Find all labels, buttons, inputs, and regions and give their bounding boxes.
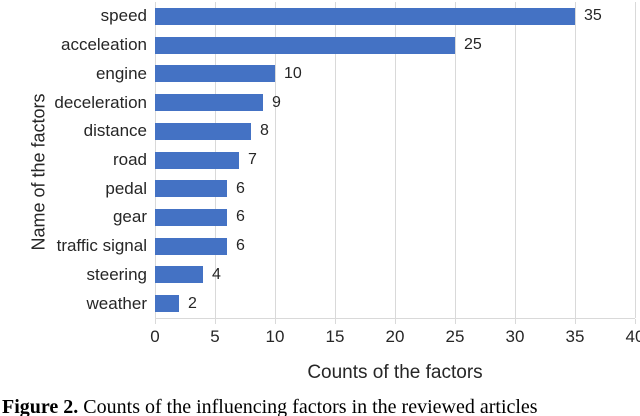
bar-value-distance: 8 [260,122,269,139]
gridline-x-15 [335,2,336,318]
axis-tick-x-10 [275,319,276,324]
category-label-traffic-signal: traffic signal [56,236,147,255]
bar-pedal [155,180,227,197]
category-label-steering: steering [86,265,147,284]
bar-acceleation [155,37,455,54]
bar-value-acceleation: 25 [464,36,482,53]
category-label-gear: gear [112,207,147,226]
category-label-road: road [112,150,147,169]
bar-distance [155,123,251,140]
bar-deceleration [155,94,263,111]
bar-gear [155,209,227,226]
bar-value-steering: 4 [212,266,221,283]
gridline-x-40 [635,2,636,318]
gridline-x-25 [455,2,456,318]
axis-tick-x-30 [515,319,516,324]
axis-tick-x-15 [335,319,336,324]
bar-value-speed: 35 [584,7,602,24]
x-tick-label-30: 30 [505,327,525,346]
gridline-x-35 [575,2,576,318]
gridline-x-30 [515,2,516,318]
x-axis-tick-labels: 0 5 10 15 20 25 30 35 40 [0,327,640,347]
x-tick-label-5: 5 [210,327,220,346]
bar-value-deceleration: 9 [272,94,281,111]
x-tick-label-20: 20 [385,327,405,346]
bar-value-pedal: 6 [236,180,245,197]
category-axis-labels: speed acceleation engine deceleration distan… [0,2,147,318]
category-label-pedal: pedal [105,179,147,198]
x-tick-label-35: 35 [565,327,585,346]
bar-value-gear: 6 [236,208,245,225]
bar-road [155,152,239,169]
axis-tick-x-25 [455,319,456,324]
x-tick-label-40: 40 [625,327,640,346]
category-label-weather: weather [86,294,147,313]
x-tick-label-15: 15 [325,327,345,346]
bar-value-engine: 10 [284,65,302,82]
figure-caption-label: Figure 2. [2,396,79,416]
category-label-acceleation: acceleation [60,35,147,54]
figure-caption-text: Counts of the influencing factors in the… [78,396,538,416]
bar-engine [155,65,275,82]
x-tick-label-10: 10 [265,327,285,346]
category-label-speed: speed [100,6,147,25]
x-axis-title: Counts of the factors [307,362,483,383]
bar-value-road: 7 [248,151,257,168]
axis-tick-x-0 [155,319,156,324]
bar-value-weather: 2 [188,295,197,312]
gridline-x-10 [275,2,276,318]
category-label-engine: engine [95,64,147,83]
x-tick-label-0: 0 [150,327,160,346]
bar-steering [155,266,203,283]
gridline-x-20 [395,2,396,318]
axis-tick-x-5 [215,319,216,324]
bar-traffic-signal [155,238,227,255]
category-label-deceleration: deceleration [54,93,147,112]
category-label-distance: distance [83,121,147,140]
figure-caption: Figure 2. Counts of the influencing fact… [2,396,638,416]
axis-tick-x-40 [635,319,636,324]
bar-value-traffic-signal: 6 [236,237,245,254]
bar-speed [155,8,575,25]
axis-tick-x-20 [395,319,396,324]
axis-tick-x-35 [575,319,576,324]
bar-weather [155,295,179,312]
x-tick-label-25: 25 [445,327,465,346]
plot-area: 35 25 10 9 8 7 6 6 6 4 2 [155,2,636,324]
